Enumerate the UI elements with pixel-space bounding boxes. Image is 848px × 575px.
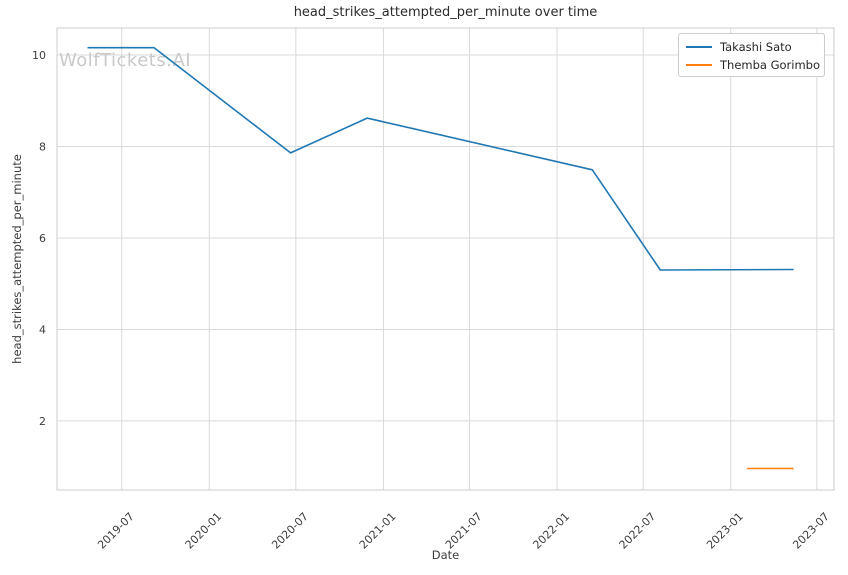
legend-line-sample-orange (686, 64, 712, 66)
legend-line-sample-blue (686, 46, 712, 48)
series-layer (87, 46, 794, 470)
legend-entry: Themba Gorimbo (686, 56, 824, 74)
legend-entry: Takashi Sato (686, 38, 824, 56)
x-tick-label: 2022-07 (617, 510, 659, 552)
x-tick-label: 2022-01 (531, 510, 573, 552)
x-tick-label: 2020-01 (183, 510, 225, 552)
series-line-0 (87, 46, 794, 271)
x-axis-label: Date (431, 548, 460, 562)
legend-label: Takashi Sato (720, 40, 792, 54)
x-tick-label: 2021-01 (357, 510, 399, 552)
x-tick-label: 2020-07 (269, 510, 311, 552)
legend: Takashi Sato Themba Gorimbo (678, 33, 825, 77)
x-tick-label: 2019-07 (95, 510, 137, 552)
chart-title: head_strikes_attempted_per_minute over t… (293, 5, 598, 20)
x-tick-label: 2021-07 (443, 510, 485, 552)
y-tick-label: 4 (39, 323, 46, 336)
legend-label: Themba Gorimbo (720, 58, 821, 72)
y-tick-label: 2 (39, 415, 46, 428)
y-tick-label: 6 (39, 232, 46, 245)
y-tick-label: 8 (39, 140, 46, 153)
y-tick-label: 10 (32, 49, 46, 62)
watermark: WolfTickets.AI (59, 50, 191, 71)
y-axis-label: head_strikes_attempted_per_minute (10, 154, 24, 364)
tick-layer: 2019-07 2020-01 2020-07 2021-01 2021-07 2022-… (32, 49, 832, 552)
plot-border (56, 27, 835, 491)
x-tick-label: 2023-01 (704, 510, 746, 552)
x-tick-label: 2023-07 (790, 510, 832, 552)
grid-layer (57, 28, 834, 490)
